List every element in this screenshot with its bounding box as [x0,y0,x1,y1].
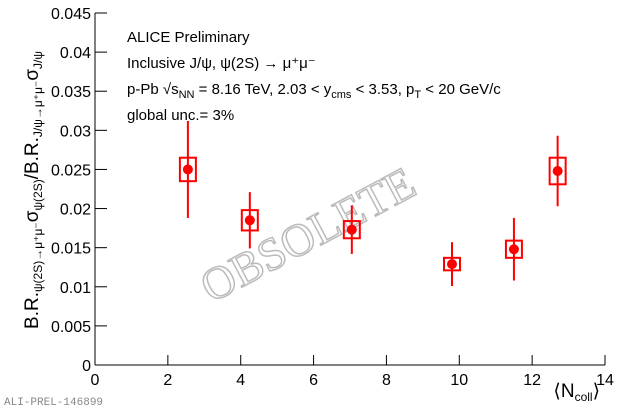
x-tick-label: 8 [382,372,391,389]
point [244,215,255,226]
footer: ALI-PREL-146899 [4,397,103,409]
x-tick-label: 12 [523,372,541,389]
text-part: global unc.= 3% [127,107,234,124]
sys-box [178,156,197,183]
text-part: < 20 GeV/c [421,81,501,98]
text-part: ALICE Preliminary [127,29,250,46]
text-part: ⟨N [553,381,574,402]
y-tick-label: 0.02 [60,202,91,219]
sys-box [443,256,461,272]
y-tick-label: 0.015 [51,241,91,258]
x-tick-label: 14 [596,372,614,389]
subscript: T [414,89,421,101]
y-tick-label: 0.03 [60,123,91,140]
sys-box [504,239,523,259]
point [346,224,357,235]
x-tick-label: 6 [309,372,318,389]
y-tick-label: 0 [82,358,91,375]
y-tick-label: 0.04 [60,45,91,62]
subscript: J/ψ [31,51,45,69]
text-part: B.R. [22,292,43,329]
y-tick-label: 0.005 [51,319,91,336]
x-tick-label: 4 [236,372,245,389]
text-part: /B.R. [22,137,43,179]
y-axis-title: B.R.ψ(2S)→μ⁺μ⁻σψ(2S)/B.R.J/ψ→μ⁺μ⁻σJ/ψ [22,51,45,329]
text-part: Inclusive J/ψ, ψ(2S) → μ⁺μ⁻ [127,55,316,72]
text-part: p-Pb √s [127,81,179,98]
watermark: OBSOLETE [192,157,424,312]
x-axis-title: ⟨Ncoll⟩ [553,381,600,404]
x-tick-label: 2 [163,372,172,389]
x-tick-label: 0 [91,372,100,389]
sys-box [548,156,567,186]
point [552,166,563,177]
subscript: J/ψ→μ⁺μ⁻ [31,81,45,137]
text-part: σ [22,210,43,222]
subscript: coll [575,390,593,404]
sys-box [240,209,259,232]
text-part: ⟩ [593,381,600,402]
y-tick-label: 0.025 [51,162,91,179]
point [447,259,457,270]
annotation: ALICE Preliminary [127,29,250,46]
annotations: ALICE Preliminary Inclusive J/ψ, ψ(2S) → … [127,29,501,124]
y-tick-label: 0.035 [51,84,91,101]
sys-box [342,220,361,240]
annotation: global unc.= 3% [127,107,234,124]
point [182,164,193,175]
y-tick-label: 0.045 [51,6,91,23]
subscript: cms [331,89,352,101]
text-part: < 3.53, p [351,81,414,98]
subscript: ψ(2S) [31,179,45,210]
point [508,244,519,255]
annotation: p-Pb √sNN = 8.16 TeV, 2.03 < ycms < 3.53… [127,81,501,101]
x-tick-label: 10 [450,372,468,389]
annotation: Inclusive J/ψ, ψ(2S) → μ⁺μ⁻ [127,55,316,72]
text-part: = 8.16 TeV, 2.03 < y [194,81,331,98]
subscript: ψ(2S)→μ⁺μ⁻ [31,222,45,292]
subscript: NN [179,89,195,101]
text-part: σ [22,69,43,81]
y-tick-label: 0.01 [60,280,91,297]
